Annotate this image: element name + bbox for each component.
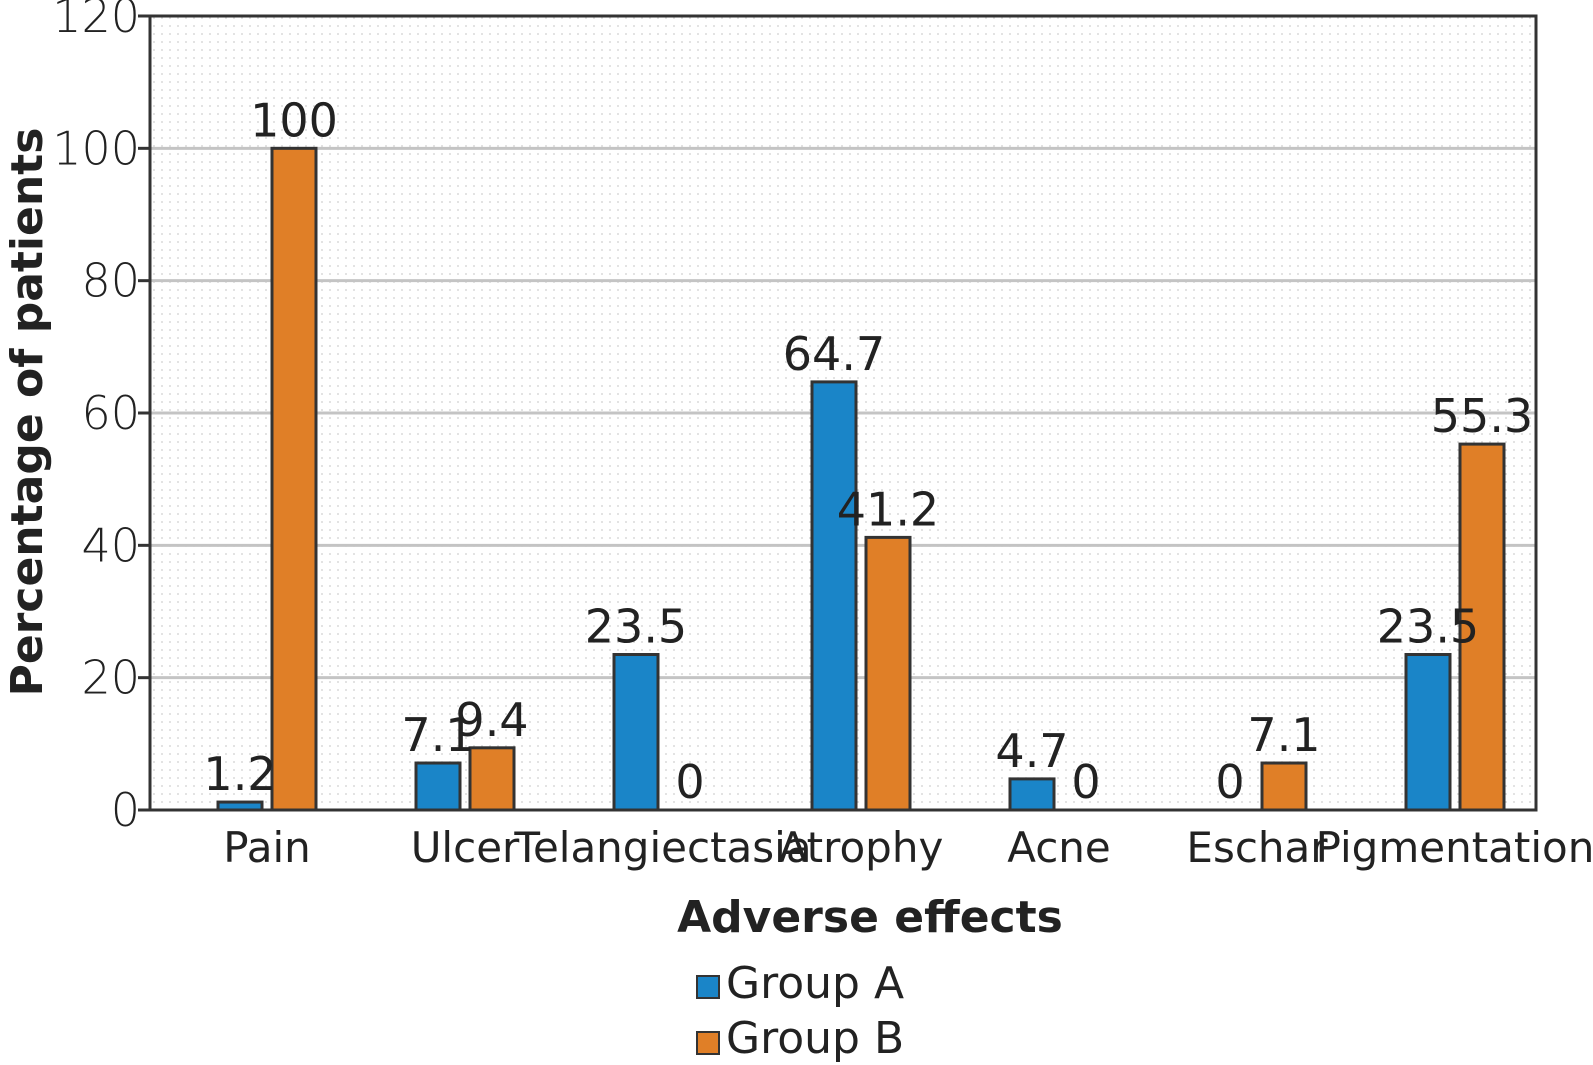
y-tick-label: 120 [52, 0, 140, 43]
data-label: 4.7 [995, 724, 1068, 778]
bar-group-a [1404, 653, 1452, 812]
y-tick-label: 40 [81, 518, 140, 572]
y-axis-ticks: 0 20 40 60 80 100 120 [52, 0, 150, 837]
x-tick-label: Atrophy [779, 823, 944, 872]
legend: Group A Group B [696, 958, 904, 1064]
x-tick-label: Acne [1007, 823, 1111, 872]
bar-group-b [864, 535, 912, 812]
y-tick-label: 60 [81, 386, 140, 440]
x-tick-label: Pain [223, 823, 310, 872]
y-tick-label: 20 [81, 651, 140, 705]
data-label: 1.2 [203, 747, 276, 801]
legend-label-group-b: Group B [726, 1013, 904, 1064]
y-axis-title: Percentage of patients [2, 128, 53, 697]
legend-label-group-a: Group A [726, 958, 904, 1009]
x-tick-label: Eschar [1186, 823, 1328, 872]
x-tick-label: Ulcer [411, 823, 520, 872]
x-tick-label: Telangiectasia [513, 823, 811, 872]
data-label: 7.1 [1247, 708, 1320, 762]
data-label: 100 [250, 93, 338, 147]
bar-group-a [810, 380, 858, 812]
bar-group-b [468, 746, 516, 812]
data-label: 0 [1071, 755, 1100, 809]
x-tick-label: Pigmentation [1316, 823, 1593, 872]
bar-group-a [414, 761, 462, 812]
x-axis-title: Adverse effects [677, 892, 1063, 943]
data-label: 7.1 [401, 708, 474, 762]
legend-swatch-group-a [696, 975, 720, 999]
data-label: 23.5 [585, 600, 687, 654]
bar-group-b [1260, 761, 1308, 812]
y-tick-label: 100 [52, 121, 140, 175]
data-label: 0 [1215, 755, 1244, 809]
bar-group-a [1008, 777, 1056, 812]
legend-swatch-group-b [696, 1031, 720, 1055]
data-label: 9.4 [455, 693, 528, 747]
bar-group-a [612, 653, 660, 812]
data-label: 55.3 [1431, 389, 1533, 443]
data-label: 0 [675, 755, 704, 809]
y-tick-label: 80 [81, 254, 140, 308]
bar-group-b [1458, 442, 1506, 812]
data-label: 23.5 [1377, 600, 1479, 654]
data-label: 41.2 [837, 482, 939, 536]
data-label: 64.7 [783, 327, 885, 381]
y-tick-label: 0 [111, 783, 140, 837]
bar-group-b [270, 146, 318, 812]
